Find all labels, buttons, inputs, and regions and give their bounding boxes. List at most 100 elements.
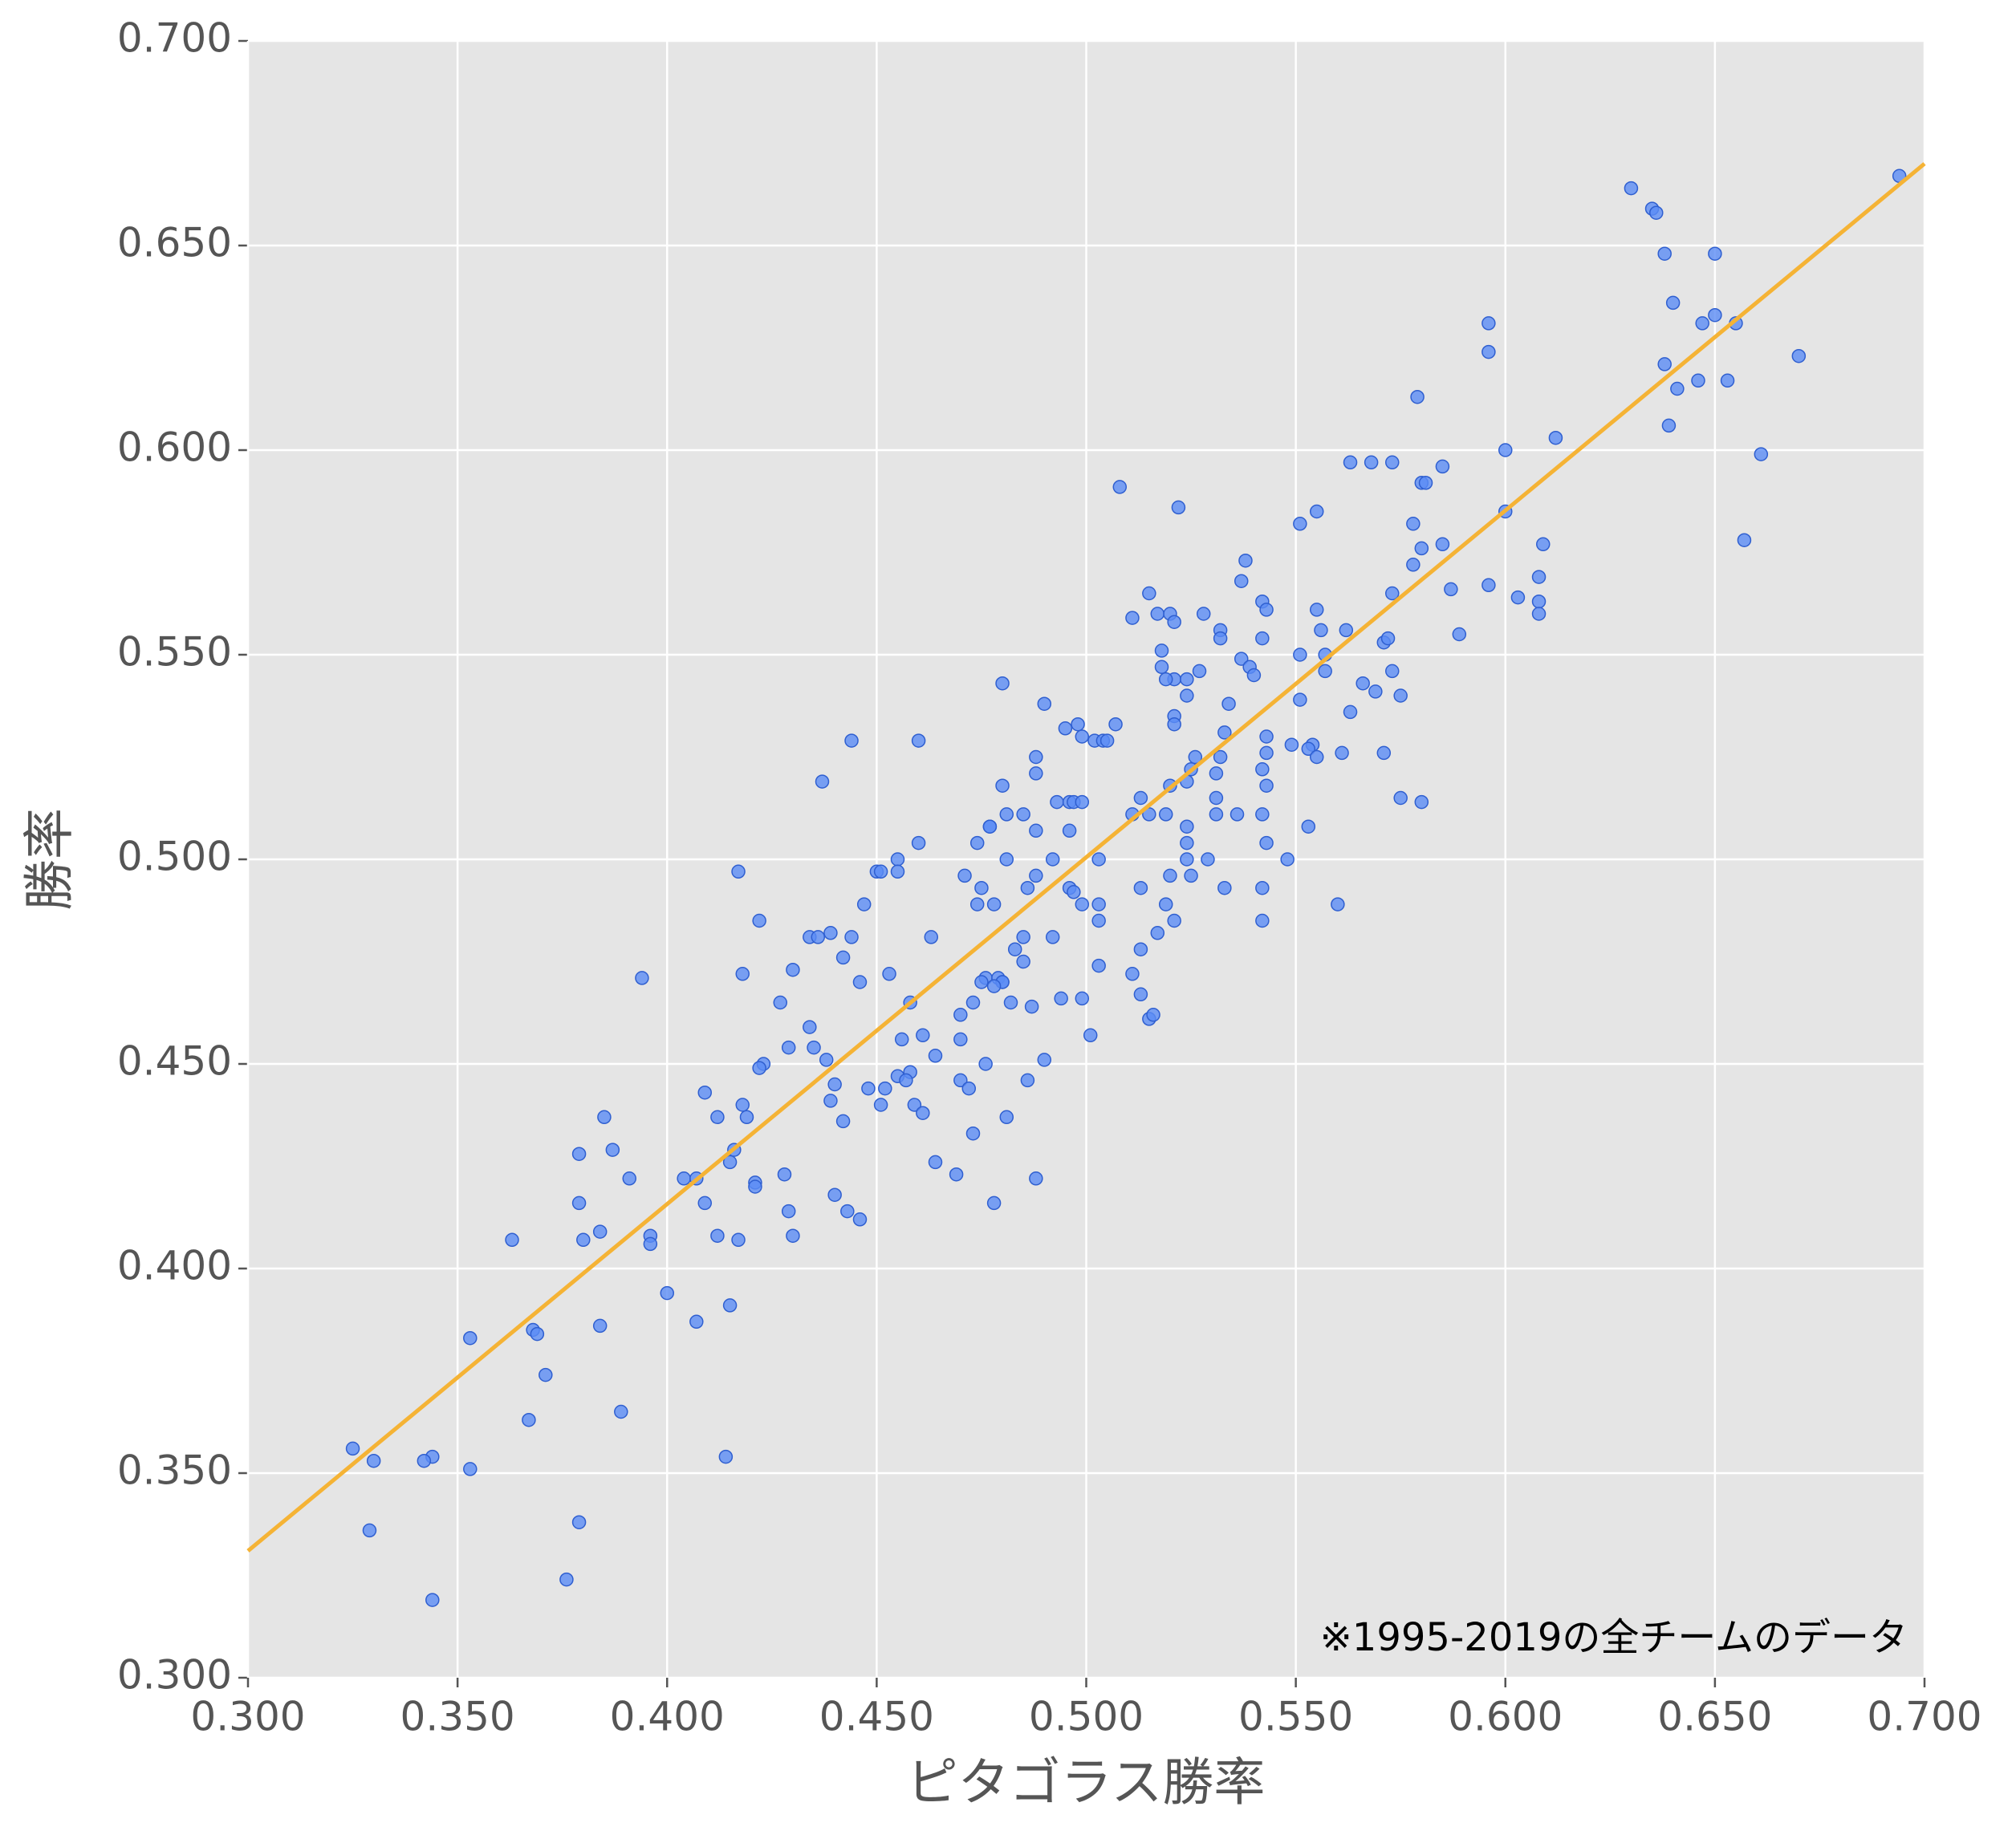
scatter-point — [1339, 623, 1354, 638]
scatter-point — [835, 950, 851, 965]
scatter-point — [974, 880, 989, 895]
scatter-point — [366, 1453, 381, 1468]
scatter-point — [710, 1110, 725, 1125]
scatter-point — [953, 1008, 968, 1022]
scatter-point — [1016, 930, 1030, 944]
y-tick-label: 0.550 — [117, 629, 232, 676]
scatter-point — [635, 971, 649, 985]
scatter-point — [1150, 926, 1165, 940]
scatter-point — [1171, 500, 1186, 515]
scatter-point — [1414, 794, 1429, 810]
scatter-point — [978, 1057, 993, 1071]
x-tick-label: 0.550 — [1238, 1694, 1353, 1740]
scatter-point — [1067, 885, 1081, 899]
scatter-point — [1435, 459, 1450, 474]
scatter-point — [969, 897, 985, 911]
scatter-point — [1230, 807, 1245, 822]
scatter-point — [1657, 246, 1672, 261]
scatter-point — [559, 1572, 574, 1587]
scatter-point — [1003, 995, 1018, 1010]
scatter-point — [689, 1314, 704, 1330]
scatter-point — [1029, 766, 1043, 781]
scatter-point — [1531, 594, 1547, 609]
grid: 0.300 0.350 0.400 0.450 0.500 0.550 0.600 0.650… — [117, 15, 1982, 1740]
scatter-point — [1133, 942, 1148, 956]
scatter-point — [722, 1155, 738, 1170]
x-tick-label: 0.650 — [1657, 1694, 1772, 1740]
scatter-point — [1418, 476, 1433, 490]
scatter-point — [928, 1155, 943, 1170]
scatter-point — [1309, 504, 1324, 519]
scatter-point — [1029, 749, 1043, 765]
scatter-point — [1075, 897, 1090, 911]
scatter-point — [1150, 607, 1165, 621]
scatter-point — [949, 1167, 964, 1182]
scatter-point — [748, 1179, 762, 1194]
scatter-point — [1255, 880, 1270, 895]
scatter-point — [1108, 717, 1123, 732]
scatter-point — [1091, 958, 1106, 973]
scatter-point — [1209, 807, 1224, 822]
scatter-point — [697, 1085, 713, 1100]
scatter-point — [916, 1106, 930, 1120]
scatter-point — [1335, 745, 1349, 761]
scatter-point — [965, 1126, 981, 1141]
scatter-point — [1201, 852, 1215, 867]
scatter-point — [1133, 880, 1148, 895]
scatter-point — [1791, 348, 1807, 363]
scatter-point — [1163, 868, 1177, 883]
y-axis-label: 勝率 — [21, 808, 80, 911]
scatter-point — [1050, 794, 1064, 810]
scatter-point — [982, 819, 998, 834]
scatter-point — [852, 1212, 868, 1227]
x-tick-label: 0.350 — [400, 1694, 515, 1740]
scatter-point — [622, 1171, 636, 1186]
annotation: ※1995-2019の全チームのデータ — [1320, 1615, 1908, 1660]
scatter-point — [1209, 790, 1224, 806]
scatter-point — [1259, 729, 1274, 744]
scatter-point — [1154, 660, 1169, 675]
scatter-point — [718, 1449, 734, 1464]
scatter-point — [823, 926, 838, 940]
scatter-point — [1259, 745, 1274, 761]
scatter-point — [1708, 307, 1722, 323]
scatter-point — [844, 930, 859, 944]
scatter-point — [1016, 954, 1030, 969]
scatter-point — [856, 897, 872, 911]
scatter-point — [1045, 852, 1060, 867]
scatter-point — [1091, 897, 1106, 911]
scatter-point — [1158, 807, 1173, 822]
scatter-point — [1217, 725, 1232, 740]
y-tick-label: 0.600 — [117, 424, 232, 471]
scatter-point — [840, 1204, 855, 1219]
scatter-point — [1661, 418, 1677, 433]
scatter-point — [1158, 672, 1173, 687]
scatter-point — [1376, 745, 1392, 761]
scatter-point — [986, 1196, 1002, 1211]
scatter-point — [1356, 676, 1370, 691]
scatter-point — [425, 1593, 440, 1607]
scatter-point — [852, 975, 868, 989]
scatter-point — [1112, 480, 1128, 494]
scatter-point — [827, 1187, 842, 1202]
scatter-point — [1255, 913, 1270, 928]
scatter-point — [1380, 631, 1396, 646]
scatter-point — [953, 1073, 968, 1088]
y-tick-label: 0.350 — [117, 1447, 232, 1494]
scatter-point — [1364, 455, 1379, 470]
scatter-point — [986, 979, 1002, 993]
scatter-point — [873, 1098, 888, 1112]
scatter-point — [873, 864, 888, 879]
scatter-point — [1029, 1171, 1043, 1186]
scatter-point — [995, 676, 1010, 691]
y-tick-label: 0.400 — [117, 1243, 232, 1289]
scatter-point — [571, 1515, 587, 1529]
scatter-point — [1284, 737, 1299, 752]
scatter-point — [1737, 533, 1752, 547]
scatter-point — [974, 975, 989, 989]
scatter-point — [1259, 603, 1274, 617]
scatter-point — [1452, 627, 1467, 642]
scatter-point — [1384, 586, 1400, 601]
scatter-point — [827, 1077, 842, 1092]
scatter-point — [735, 1098, 750, 1112]
